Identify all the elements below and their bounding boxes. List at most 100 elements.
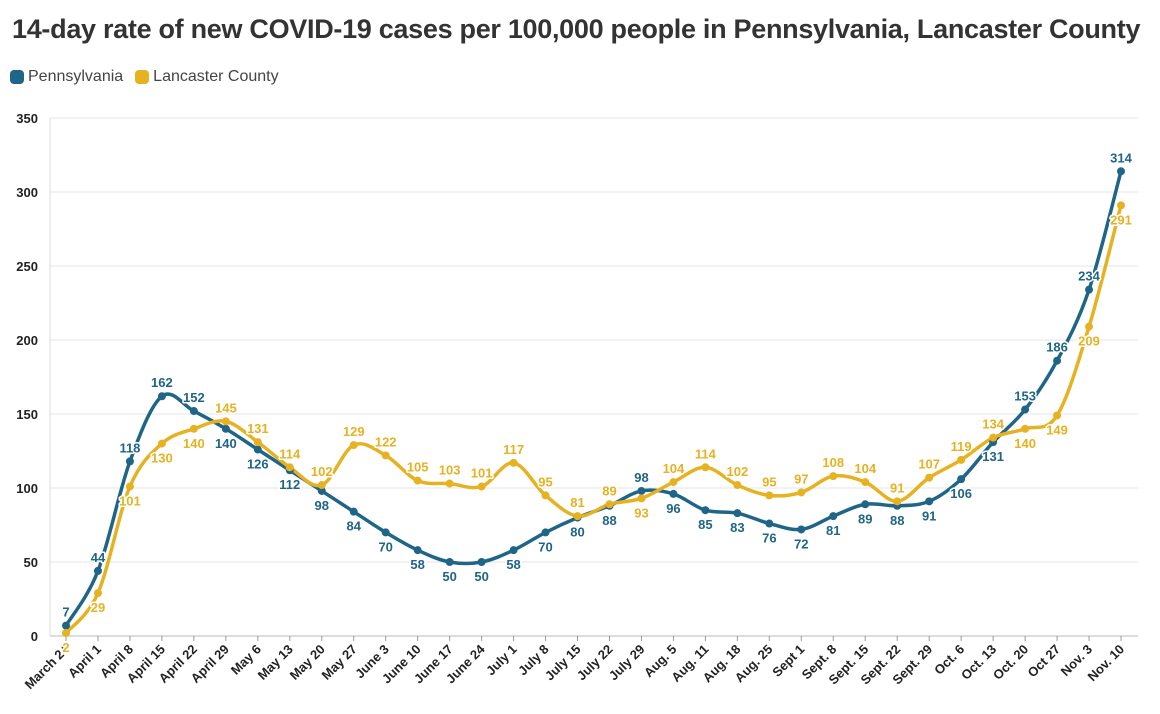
point-pennsylvania-20 xyxy=(701,506,710,515)
legend-item-pennsylvania[interactable]: Pennsylvania xyxy=(10,68,123,86)
data-label-lancaster-14: 117 xyxy=(503,442,524,457)
point-pennsylvania-0 xyxy=(62,621,70,630)
point-pennsylvania-18 xyxy=(637,486,646,495)
point-pennsylvania-6 xyxy=(253,445,262,454)
data-label-lancaster-32: 209 xyxy=(1078,334,1100,349)
data-label-pennsylvania-22: 76 xyxy=(762,531,776,546)
point-pennsylvania-28 xyxy=(957,475,966,484)
data-label-lancaster-15: 95 xyxy=(538,474,552,489)
data-label-pennsylvania-14: 58 xyxy=(506,557,520,572)
point-pennsylvania-13 xyxy=(477,558,486,566)
y-tick-label-0: 0 xyxy=(31,629,38,644)
x-tick-label-31: Oct 27 xyxy=(1024,642,1063,681)
data-label-pennsylvania-27: 91 xyxy=(922,508,936,523)
data-label-pennsylvania-31: 186 xyxy=(1046,340,1068,355)
gridlines xyxy=(49,117,1138,637)
point-pennsylvania-22 xyxy=(765,519,774,528)
data-label-lancaster-20: 114 xyxy=(695,446,717,461)
point-lancaster-28 xyxy=(957,455,966,464)
point-lancaster-25 xyxy=(861,478,870,487)
data-label-pennsylvania-16: 80 xyxy=(570,525,584,540)
legend-item-lancaster[interactable]: Lancaster County xyxy=(135,68,279,86)
x-tick-label-1: April 1 xyxy=(65,642,104,681)
point-lancaster-0 xyxy=(62,629,70,638)
point-pennsylvania-8 xyxy=(317,486,326,495)
y-tick-label-300: 300 xyxy=(16,185,38,200)
data-label-lancaster-27: 107 xyxy=(918,457,940,472)
data-label-pennsylvania-8: 98 xyxy=(315,498,329,513)
point-lancaster-8 xyxy=(317,481,326,490)
y-tick-label-100: 100 xyxy=(16,481,38,496)
point-lancaster-16 xyxy=(573,512,582,521)
x-tick-label-30: Oct. 20 xyxy=(990,642,1031,683)
point-lancaster-14 xyxy=(509,458,518,467)
data-label-lancaster-13: 101 xyxy=(471,466,493,481)
data-label-lancaster-23: 97 xyxy=(794,471,808,486)
point-pennsylvania-14 xyxy=(509,546,518,555)
point-lancaster-21 xyxy=(733,481,742,490)
data-label-pennsylvania-30: 153 xyxy=(1014,389,1036,404)
point-lancaster-23 xyxy=(797,488,806,497)
data-label-lancaster-18: 93 xyxy=(634,505,648,520)
data-label-pennsylvania-23: 72 xyxy=(794,536,808,551)
point-pennsylvania-5 xyxy=(221,424,230,433)
legend: Pennsylvania Lancaster County xyxy=(10,68,279,86)
point-lancaster-3 xyxy=(157,439,166,448)
point-pennsylvania-10 xyxy=(381,528,390,537)
point-lancaster-30 xyxy=(1021,424,1030,433)
data-label-pennsylvania-33: 314 xyxy=(1110,150,1132,165)
data-label-pennsylvania-20: 85 xyxy=(698,517,712,532)
data-labels: 7 44 118 162 152 140 126 112 98 84 70 58 50 50 58 70 80 8… xyxy=(61,149,1134,657)
data-label-lancaster-28: 119 xyxy=(951,439,972,454)
data-label-pennsylvania-19: 96 xyxy=(666,501,680,516)
point-lancaster-20 xyxy=(701,463,710,472)
data-label-pennsylvania-13: 50 xyxy=(474,569,488,584)
point-lancaster-11 xyxy=(413,476,422,485)
data-label-lancaster-12: 103 xyxy=(439,463,461,478)
point-lancaster-19 xyxy=(669,478,678,487)
point-lancaster-18 xyxy=(637,494,646,503)
series-points xyxy=(62,167,1125,638)
point-pennsylvania-27 xyxy=(925,497,934,506)
data-label-pennsylvania-12: 50 xyxy=(442,569,456,584)
data-label-lancaster-1: 29 xyxy=(91,600,105,615)
point-pennsylvania-32 xyxy=(1085,285,1094,294)
data-label-pennsylvania-5: 140 xyxy=(215,436,237,451)
y-tick-label-150: 150 xyxy=(16,407,38,422)
data-label-pennsylvania-24: 81 xyxy=(826,523,840,538)
series-line-pennsylvania xyxy=(64,169,1123,628)
data-label-pennsylvania-18: 98 xyxy=(634,470,648,485)
data-label-pennsylvania-28: 106 xyxy=(950,486,972,501)
data-label-lancaster-33: 291 xyxy=(1110,212,1132,227)
point-pennsylvania-4 xyxy=(189,407,198,416)
data-label-lancaster-7: 114 xyxy=(279,446,301,461)
point-pennsylvania-31 xyxy=(1053,356,1062,365)
data-label-pennsylvania-0: 7 xyxy=(62,605,69,620)
data-label-lancaster-25: 104 xyxy=(854,461,876,476)
point-lancaster-5 xyxy=(221,417,230,426)
legend-swatch-lancaster xyxy=(135,70,150,84)
data-label-pennsylvania-10: 70 xyxy=(378,539,392,554)
data-label-pennsylvania-15: 70 xyxy=(538,539,552,554)
data-label-lancaster-9: 129 xyxy=(343,424,365,439)
point-lancaster-31 xyxy=(1053,411,1062,420)
data-label-lancaster-26: 91 xyxy=(890,480,904,495)
data-label-pennsylvania-11: 58 xyxy=(410,557,424,572)
data-label-pennsylvania-29: 131 xyxy=(982,449,1004,464)
data-label-lancaster-6: 131 xyxy=(247,421,269,436)
point-pennsylvania-30 xyxy=(1021,405,1030,414)
y-tick-label-200: 200 xyxy=(16,333,38,348)
data-label-pennsylvania-3: 162 xyxy=(151,375,173,390)
point-lancaster-24 xyxy=(829,472,838,481)
data-label-lancaster-8: 102 xyxy=(311,464,333,479)
data-label-lancaster-24: 108 xyxy=(822,455,844,470)
point-lancaster-29 xyxy=(989,433,998,442)
point-pennsylvania-21 xyxy=(733,509,742,518)
data-label-pennsylvania-2: 118 xyxy=(119,440,140,455)
point-lancaster-6 xyxy=(253,438,262,447)
data-label-lancaster-11: 105 xyxy=(407,460,429,475)
legend-swatch-pennsylvania xyxy=(10,70,24,84)
data-label-pennsylvania-4: 152 xyxy=(183,390,205,405)
